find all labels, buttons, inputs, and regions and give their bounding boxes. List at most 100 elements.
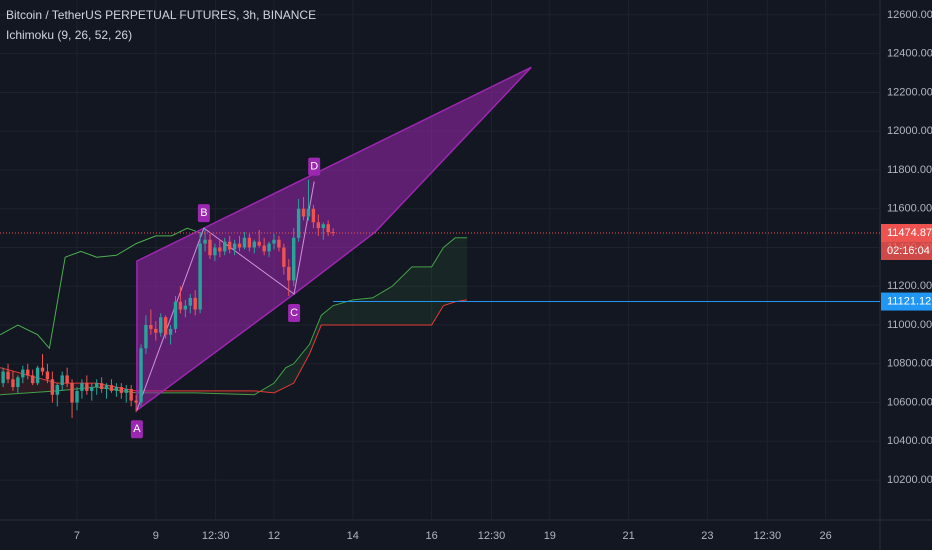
level-label: 11121.12: [887, 295, 931, 307]
candle-body: [40, 367, 45, 372]
countdown-label: 02:16:04: [887, 245, 930, 257]
candle-body: [75, 390, 79, 403]
plot-area: A B C D: [0, 0, 880, 520]
pattern-point-badge: [288, 304, 301, 323]
candle-body: [26, 369, 30, 376]
cloud-fill: [274, 367, 286, 393]
candle-body: [237, 243, 242, 248]
candle-body: [203, 239, 207, 244]
y-tick-label: 11200.00: [887, 280, 932, 292]
candle-body: [94, 383, 99, 388]
pattern-point-badge: [197, 204, 210, 223]
y-tick-label: 12600.00: [887, 9, 932, 21]
candle-body: [139, 348, 143, 403]
cloud-fill: [443, 237, 456, 306]
y-tick-label: 12200.00: [887, 86, 932, 98]
candle-body: [1, 371, 5, 384]
candle-body: [316, 222, 321, 229]
candle-body: [11, 379, 15, 388]
candle-body: [85, 383, 89, 391]
chart-title: Bitcoin / TetherUS PERPETUAL FUTURES, 3h…: [6, 8, 316, 22]
y-tick-label: 11000.00: [887, 319, 932, 331]
pattern-point-label: A: [133, 423, 141, 435]
y-tick-label: 10800.00: [887, 358, 932, 370]
candle-body: [232, 243, 237, 250]
indicator-label: Ichimoku (9, 26, 52, 26): [6, 28, 132, 42]
candle-body: [35, 367, 40, 384]
candle-body: [144, 325, 148, 349]
candle-body: [129, 388, 133, 401]
cloud-fill: [455, 237, 468, 302]
candle-body: [149, 325, 153, 329]
candle-body: [296, 208, 301, 238]
y-tick-label: 11600.00: [887, 203, 932, 215]
candle-body: [21, 369, 25, 378]
cloud-fill: [392, 266, 412, 326]
candle-body: [80, 383, 84, 391]
pattern-point-label: D: [310, 161, 318, 173]
cloud-fill: [0, 367, 58, 395]
candle-body: [257, 241, 261, 246]
candle-body: [247, 237, 252, 248]
candle-body: [198, 243, 202, 310]
candle-body: [287, 266, 291, 281]
pattern-point-badge: [130, 420, 143, 439]
last-price-badge: [881, 223, 932, 242]
x-tick-label: 12:30: [478, 530, 506, 542]
candle-body: [252, 241, 256, 248]
candle-body: [60, 375, 64, 386]
candle-body: [168, 328, 173, 335]
x-tick-label: 14: [347, 530, 359, 542]
candle-body: [173, 301, 178, 329]
cloud-fill: [321, 305, 334, 326]
candle-body: [321, 224, 325, 229]
pattern-legs: [136, 181, 315, 411]
candle-body: [70, 383, 74, 403]
lagging-span: [0, 227, 204, 350]
pattern-point-label: B: [200, 207, 207, 219]
y-tick-label: 10400.00: [887, 435, 932, 447]
y-tick-label: 10200.00: [887, 474, 932, 486]
cloud-fill: [285, 363, 294, 388]
x-tick-label: 19: [544, 530, 556, 542]
candle-body: [306, 208, 311, 217]
candle-body: [104, 385, 109, 389]
candle-body: [16, 377, 20, 388]
y-tick-label: 10600.00: [887, 396, 932, 408]
cloud-fill: [309, 315, 322, 355]
candle-body: [55, 385, 59, 395]
candle-body: [6, 371, 10, 380]
x-tick-label: 23: [701, 530, 713, 542]
candle-body: [311, 208, 316, 223]
last-price-label: 11474.87: [887, 227, 932, 239]
candle-body: [326, 224, 330, 232]
pattern-point-label: C: [290, 307, 298, 319]
candle-body: [90, 387, 94, 391]
candle-body: [301, 208, 306, 217]
candle-body: [45, 371, 50, 380]
candle-body: [292, 237, 296, 281]
candle-body: [188, 297, 192, 306]
x-tick-label: 12:30: [754, 530, 782, 542]
x-tick-label: 12:30: [202, 530, 230, 542]
candle-body: [178, 301, 183, 310]
candle-body: [50, 379, 55, 395]
candle-body: [65, 375, 69, 384]
x-tick-label: 26: [820, 530, 832, 542]
y-tick-label: 11800.00: [887, 164, 932, 176]
countdown-badge: [881, 241, 932, 260]
candle-body: [134, 400, 138, 403]
x-tick-label: 7: [74, 530, 80, 542]
candle-body: [119, 387, 124, 393]
y-tick-label: 12400.00: [887, 48, 932, 60]
x-tick-label: 16: [425, 530, 437, 542]
y-tick-label: 12000.00: [887, 125, 932, 137]
candle-body: [267, 243, 271, 252]
candle-body: [277, 239, 281, 248]
candle-body: [193, 297, 197, 310]
candle-body: [282, 247, 286, 267]
candle-body: [124, 388, 128, 393]
cloud-fill: [352, 297, 373, 326]
candle-body: [99, 383, 104, 389]
